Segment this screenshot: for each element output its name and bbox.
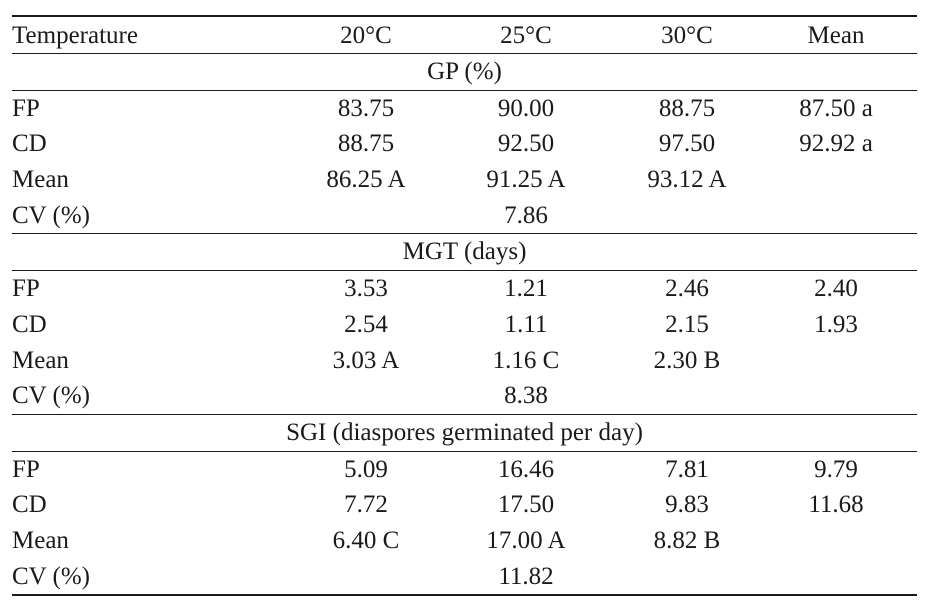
row-label: Mean <box>12 346 69 374</box>
header-25c: 25°C <box>500 22 552 49</box>
table-row: FP 3.53 1.21 2.46 2.40 <box>12 271 917 307</box>
cell: 2.54 <box>344 310 388 338</box>
section-title-sgi: SGI (diaspores germinated per day) <box>12 415 917 451</box>
row-label: CD <box>12 310 47 338</box>
cell: 6.40 C <box>332 526 400 554</box>
cell: 87.50 a <box>799 94 873 122</box>
cell: 88.75 <box>337 130 395 158</box>
cv-value: 7.86 <box>504 201 548 229</box>
cv-label: CV (%) <box>12 382 91 410</box>
cell: 92.50 <box>497 130 555 158</box>
cell: 2.15 <box>665 310 709 338</box>
row-label: Mean <box>12 166 69 194</box>
cell: 93.12 A <box>647 166 727 194</box>
cell: 2.30 B <box>653 346 721 374</box>
header-mean: Mean <box>807 22 865 49</box>
row-label: Mean <box>12 526 69 554</box>
section-rule <box>12 233 917 235</box>
section-title-text: MGT (days) <box>402 238 527 266</box>
cell: 2.40 <box>814 275 858 303</box>
row-label: CD <box>12 491 47 519</box>
header-rule <box>12 53 917 54</box>
section-title-mgt: MGT (days) <box>12 234 917 270</box>
top-rule <box>12 15 917 17</box>
section-rule <box>12 450 917 452</box>
section-title-text: GP (%) <box>427 58 502 85</box>
cell: 9.79 <box>814 455 858 483</box>
header-temperature: Temperature <box>12 22 138 49</box>
cv-label: CV (%) <box>12 562 91 590</box>
section-title-gp: GP (%) <box>12 54 917 90</box>
cell: 3.03 A <box>332 346 400 374</box>
cell: 83.75 <box>337 94 395 122</box>
cell: 97.50 <box>658 130 716 158</box>
cell: 90.00 <box>497 94 555 122</box>
section-rule <box>12 270 917 272</box>
header-30c: 30°C <box>661 22 713 49</box>
table-row: Mean 3.03 A 1.16 C 2.30 B <box>12 343 917 379</box>
bottom-rule <box>12 594 917 597</box>
section-rule <box>12 89 917 91</box>
row-label: CD <box>12 130 47 158</box>
table-row: CD 2.54 1.11 2.15 1.93 <box>12 307 917 343</box>
table-row: FP 83.75 90.00 88.75 87.50 a <box>12 91 917 127</box>
cell: 5.09 <box>344 455 388 483</box>
cv-value: 8.38 <box>504 382 548 410</box>
header-row: Temperature 20°C 25°C 30°C Mean <box>12 17 917 53</box>
table-row: CD 7.72 17.50 9.83 11.68 <box>12 487 917 523</box>
row-label: FP <box>12 94 40 122</box>
table-row: Mean 86.25 A 91.25 A 93.12 A <box>12 162 917 198</box>
cell: 2.46 <box>665 275 709 303</box>
cv-value: 11.82 <box>498 562 554 590</box>
cell: 11.68 <box>808 491 864 519</box>
cell: 17.00 A <box>486 526 566 554</box>
cell: 9.83 <box>665 491 709 519</box>
cell: 16.46 <box>497 455 555 483</box>
cv-row: CV (%) 7.86 <box>12 198 917 234</box>
cell: 8.82 B <box>653 526 721 554</box>
cell: 88.75 <box>658 94 716 122</box>
table-row: FP 5.09 16.46 7.81 9.79 <box>12 452 917 488</box>
section-title-text: SGI (diaspores germinated per day) <box>286 418 643 446</box>
table-row: Mean 6.40 C 17.00 A 8.82 B <box>12 523 917 559</box>
row-label: FP <box>12 455 40 483</box>
cell: 7.72 <box>344 491 388 519</box>
results-table: Temperature 20°C 25°C 30°C Mean GP (%) F… <box>12 15 917 597</box>
table-row: CD 88.75 92.50 97.50 92.92 a <box>12 126 917 162</box>
cell: 1.21 <box>504 275 548 303</box>
cell: 86.25 A <box>326 166 406 194</box>
cell: 1.11 <box>504 310 548 338</box>
cell: 92.92 a <box>799 130 873 158</box>
cell: 3.53 <box>344 275 388 303</box>
cell: 7.81 <box>665 455 709 483</box>
cell: 1.16 C <box>492 346 560 374</box>
section-rule <box>12 413 917 415</box>
row-label: FP <box>12 275 40 303</box>
cv-row: CV (%) 8.38 <box>12 378 917 414</box>
cv-label: CV (%) <box>12 201 91 229</box>
cell: 91.25 A <box>486 166 566 194</box>
cell: 17.50 <box>497 491 555 519</box>
cell: 1.93 <box>814 310 858 338</box>
cv-row: CV (%) 11.82 <box>12 559 917 595</box>
header-20c: 20°C <box>340 22 392 49</box>
